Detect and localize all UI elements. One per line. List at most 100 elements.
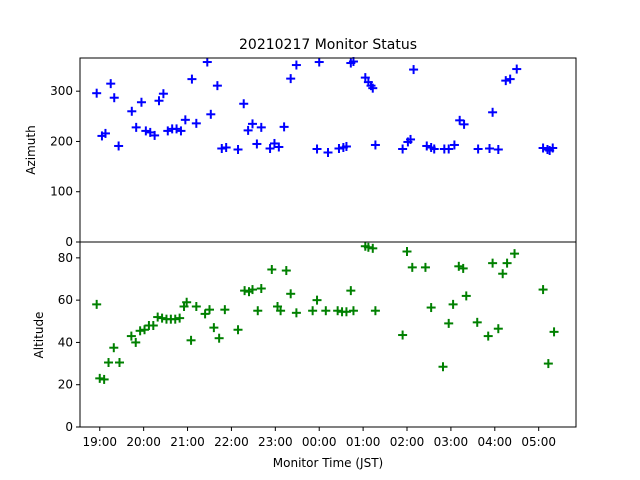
data-point [170,314,180,324]
data-point [461,291,471,301]
data-point [92,88,102,98]
data-point [281,266,291,276]
data-point [175,313,185,323]
data-point [286,74,296,84]
data-point [472,317,482,327]
data-point [135,326,145,336]
data-point [538,285,548,295]
data-point [314,57,324,67]
data-point [368,243,378,253]
data-point [422,141,432,151]
y-tick-label: 40 [58,335,73,349]
data-point [498,269,508,279]
data-point [501,76,511,86]
data-point [444,144,454,154]
x-tick-label: 02:00 [390,435,425,449]
x-tick-label: 21:00 [170,435,205,449]
data-point [140,325,150,335]
data-point [106,79,116,89]
data-point [100,128,110,138]
data-point [95,373,105,383]
x-axis: 19:00 20:00 21:00 22:00 23:00 00:00 01:00 02:00… [82,427,556,449]
y-tick-label: 60 [58,293,73,307]
data-point [212,81,222,91]
azimuth-axis-title: Azimuth [24,125,38,174]
y-tick-label: 300 [50,84,73,98]
data-point [488,107,498,117]
data-point [286,289,296,299]
y-tick-label: 20 [58,378,73,392]
data-point [131,122,141,132]
data-point [549,327,559,337]
altitude-panel: 0 20 40 60 80 [58,241,577,434]
data-point [407,262,417,272]
data-point [483,331,493,341]
data-point [370,140,380,150]
data-point [502,258,512,268]
data-point [449,140,459,150]
data-point [163,126,173,136]
data-point [104,358,114,368]
y-tick-label: 100 [50,185,73,199]
data-point [109,93,119,103]
data-point [363,242,373,252]
x-tick-label: 05:00 [521,435,556,449]
data-point [493,324,503,334]
data-point [243,125,253,135]
data-point [444,318,454,328]
data-point [348,57,358,67]
data-point [109,343,119,353]
data-point [127,106,137,116]
data-point [368,83,378,93]
data-point [485,143,495,153]
data-point [158,89,168,99]
data-point [265,143,275,153]
data-point [136,97,146,107]
data-point [252,139,262,149]
x-tick-label: 04:00 [477,435,512,449]
data-point [455,115,465,125]
data-point [341,141,351,151]
data-point [141,126,151,136]
data-point [191,301,201,311]
azimuth-panel: 0 100 200 300 [50,57,577,249]
data-point [256,122,266,132]
data-point [370,306,380,316]
data-point [126,331,136,341]
data-point [323,148,333,158]
data-point [312,144,322,154]
data-point [200,309,210,319]
data-point [180,115,190,125]
x-axis-title: Monitor Time (JST) [273,456,383,470]
data-point [172,124,182,134]
chart-title: 20210217 Monitor Status [239,37,417,53]
data-point [221,142,231,152]
data-point [458,263,468,273]
data-point [406,134,416,144]
data-point [182,297,192,307]
data-point [512,64,522,74]
data-point [256,284,266,294]
x-tick-label: 19:00 [82,435,117,449]
data-point [334,143,344,153]
data-point [279,122,289,132]
plot-frame [79,241,577,428]
data-point [267,264,277,274]
y-tick-label: 0 [65,420,73,434]
data-point [253,306,263,316]
x-tick-label: 22:00 [214,435,249,449]
data-point [274,142,284,152]
altitude-axis-title: Altitude [32,312,46,359]
data-point [202,57,212,67]
data-point [505,74,515,84]
data-point [154,96,164,106]
data-point [510,249,520,259]
data-point [548,143,558,153]
data-point [233,325,243,335]
data-point [543,359,553,369]
x-tick-label: 20:00 [126,435,161,449]
data-point [240,286,250,296]
data-point [321,306,331,316]
data-point [398,144,408,154]
data-point [454,261,464,271]
